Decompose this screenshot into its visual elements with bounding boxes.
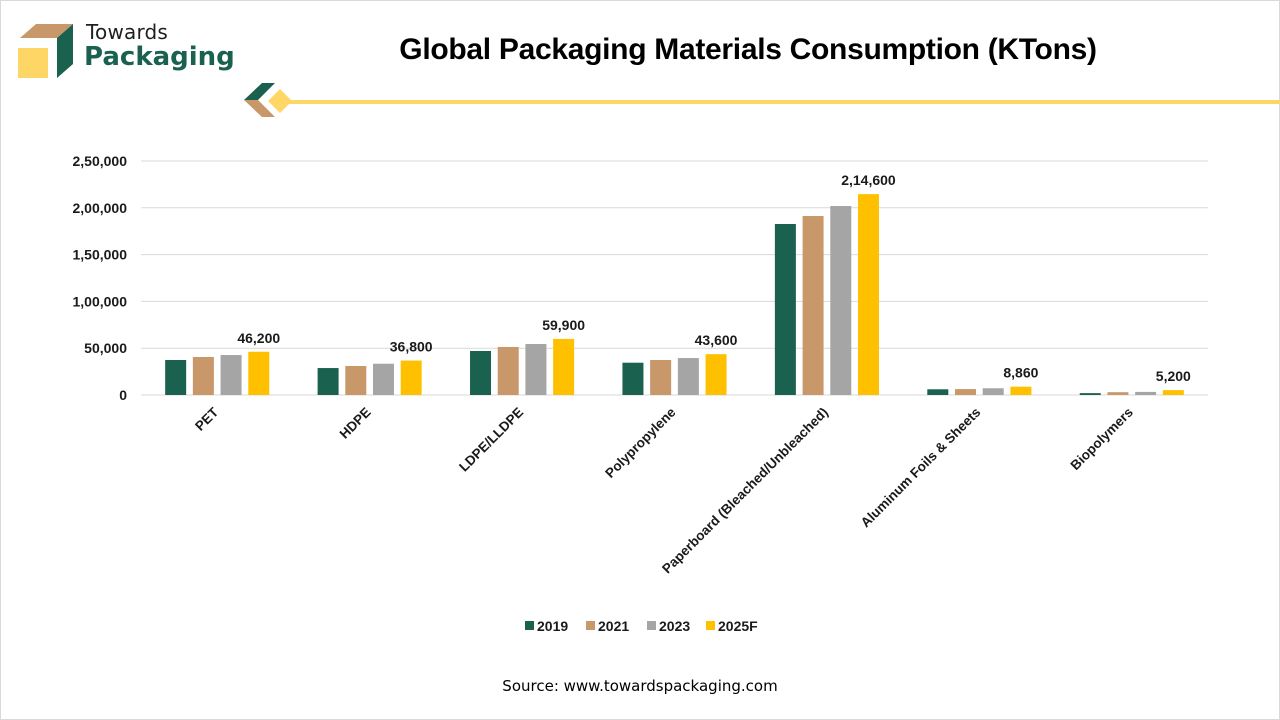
bars xyxy=(165,194,1184,395)
header-divider-line xyxy=(288,100,1280,104)
bar-2021-4 xyxy=(802,216,824,395)
data-label: 46,200 xyxy=(237,330,280,346)
legend-swatch xyxy=(525,621,534,630)
data-label: 5,200 xyxy=(1156,368,1191,384)
bar-2023-2 xyxy=(525,343,547,395)
y-tick-label: 2,00,000 xyxy=(73,200,128,216)
legend-item-2021: 2021 xyxy=(586,618,629,634)
legend-swatch xyxy=(647,621,656,630)
data-labels: 46,200 36,800 59,900 43,600 2,14,600 8,860 5,2… xyxy=(237,172,1191,384)
y-tick-label: 50,000 xyxy=(84,340,127,356)
y-tick-label: 2,50,000 xyxy=(73,153,128,169)
bar-2019-3 xyxy=(622,362,644,395)
bar-2023-3 xyxy=(677,358,699,395)
x-tick-label: PET xyxy=(192,404,222,434)
legend-label: 2021 xyxy=(598,618,629,634)
y-axis-ticks: 0 50,000 1,00,000 1,50,000 2,00,000 2,50,000 xyxy=(73,153,128,403)
bar-2021-0 xyxy=(192,356,214,395)
bar-2019-2 xyxy=(470,351,492,395)
bar-2019-6 xyxy=(1079,393,1101,395)
bar-2025f-2 xyxy=(553,338,575,395)
bar-2025f-1 xyxy=(400,360,422,395)
bar-2023-6 xyxy=(1135,391,1157,395)
bar-2023-1 xyxy=(372,363,394,395)
y-tick-label: 1,00,000 xyxy=(73,293,128,309)
source-note: Source: www.towardspackaging.com xyxy=(502,677,778,695)
brand-name-top: Towards xyxy=(86,20,169,44)
x-tick-label: LDPE/LLDPE xyxy=(456,405,526,475)
bar-2023-5 xyxy=(982,388,1004,395)
legend-swatch xyxy=(586,621,595,630)
bar-2025f-3 xyxy=(705,354,727,395)
legend-item-2023: 2023 xyxy=(647,618,690,634)
bar-2021-6 xyxy=(1107,392,1129,395)
gridlines xyxy=(141,160,1208,396)
legend-label: 2025F xyxy=(718,618,758,634)
x-tick-label: Polypropylene xyxy=(602,404,679,481)
data-label: 43,600 xyxy=(695,332,738,348)
cube-logo-icon xyxy=(18,24,73,78)
bar-2019-1 xyxy=(317,368,339,395)
legend-swatch xyxy=(706,621,715,630)
y-tick-label: 0 xyxy=(119,387,127,403)
x-tick-label: Biopolymers xyxy=(1067,405,1135,473)
bar-2025f-4 xyxy=(857,194,879,395)
data-label: 2,14,600 xyxy=(841,172,896,188)
bar-2019-4 xyxy=(774,223,796,395)
x-axis-ticks: PET HDPE LDPE/LLDPE PolypropylenePaperboard… xyxy=(192,404,1136,576)
y-tick-label: 1,50,000 xyxy=(73,247,128,263)
bar-2023-4 xyxy=(830,206,852,395)
bar-2021-2 xyxy=(497,346,519,395)
brand-logo: Towards Packaging xyxy=(14,18,244,88)
legend-label: 2019 xyxy=(537,618,568,634)
brand-name-bottom: Packaging xyxy=(84,42,235,72)
bar-2021-3 xyxy=(650,359,672,395)
bar-2025f-0 xyxy=(248,351,270,395)
legend-item-2019: 2019 xyxy=(525,618,568,634)
x-tick-label: Aluminum Foils & Sheets xyxy=(858,405,984,531)
bar-2019-5 xyxy=(927,389,949,395)
bar-2025f-6 xyxy=(1162,390,1184,395)
legend-label: 2023 xyxy=(659,618,690,634)
bar-2025f-5 xyxy=(1010,386,1032,395)
x-tick-label: HDPE xyxy=(337,405,374,442)
bar-2021-1 xyxy=(345,365,367,395)
chart-title: Global Packaging Materials Consumption (… xyxy=(399,33,1097,66)
x-tick-label: Paperboard (Bleached/Unbleached) xyxy=(659,405,831,577)
bar-2023-0 xyxy=(220,355,242,395)
bar-2019-0 xyxy=(165,359,187,395)
data-label: 8,860 xyxy=(1003,365,1038,381)
data-label: 59,900 xyxy=(542,317,585,333)
legend: 2019 2021 2023 2025F xyxy=(525,618,758,634)
diamond-divider-icon xyxy=(244,83,292,117)
legend-item-2025f: 2025F xyxy=(706,618,758,634)
bar-2021-5 xyxy=(955,389,977,395)
data-label: 36,800 xyxy=(390,339,433,355)
